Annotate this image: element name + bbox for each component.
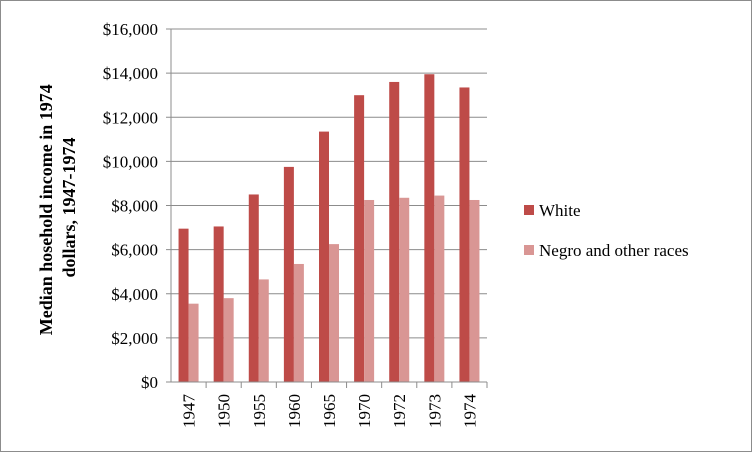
bar-white-1960: [283, 166, 294, 382]
x-tick-label: 1972: [390, 394, 409, 428]
y-tick-label: $0: [141, 373, 158, 392]
y-axis-label: Median hosehold income in 1974 dollars, …: [36, 80, 79, 336]
bar-white-1972: [389, 81, 400, 382]
x-tick-label: 1960: [285, 394, 304, 428]
y-tick-label: $12,000: [103, 108, 158, 127]
x-tick-label: 1947: [180, 394, 199, 429]
x-tick-label: 1973: [425, 394, 444, 428]
legend-label-white: White: [539, 201, 581, 220]
x-tick-label: 1955: [250, 394, 269, 428]
y-tick-label: $8,000: [111, 197, 158, 216]
bar-negro-and-other-races-1972: [399, 197, 410, 382]
bar-negro-and-other-races-1974: [469, 199, 480, 382]
bar-negro-and-other-races-1973: [434, 195, 445, 382]
bar-white-1965: [319, 131, 329, 382]
x-tick-label: 1974: [460, 394, 479, 429]
bar-white-1947: [178, 228, 189, 382]
y-axis-label-line-1: Median hosehold income in 1974: [36, 84, 56, 335]
y-tick-label: $6,000: [111, 241, 158, 260]
y-tick-label: $4,000: [111, 285, 158, 304]
y-tick-label: $2,000: [111, 329, 158, 348]
x-tick-label: 1950: [215, 394, 234, 428]
bar-negro-and-other-races-1965: [329, 244, 339, 382]
y-axis-label-line-2: dollars, 1947-1974: [59, 137, 79, 277]
bar-white-1970: [354, 95, 365, 382]
x-tick-label: 1965: [320, 394, 339, 428]
bar-negro-and-other-races-1947: [188, 303, 199, 382]
y-tick-label: $14,000: [103, 64, 158, 83]
bar-negro-and-other-races-1955: [258, 279, 269, 382]
legend: White Negro and other races: [524, 201, 689, 260]
legend-swatch-negro-and-other-races: [524, 245, 534, 255]
bar-white-1955: [248, 194, 259, 382]
legend-label-negro-and-other-races: Negro and other races: [539, 241, 689, 260]
y-tick-label: $10,000: [103, 152, 158, 171]
bar-white-1950: [213, 226, 224, 382]
bar-negro-and-other-races-1970: [364, 199, 375, 382]
x-tick-label: 1970: [355, 394, 374, 428]
legend-swatch-white: [524, 205, 534, 215]
y-tick-label: $16,000: [103, 20, 158, 39]
bar-white-1974: [459, 87, 470, 382]
bar-negro-and-other-races-1950: [223, 298, 234, 382]
bar-white-1973: [424, 74, 435, 383]
bar-negro-and-other-races-1960: [293, 263, 304, 382]
